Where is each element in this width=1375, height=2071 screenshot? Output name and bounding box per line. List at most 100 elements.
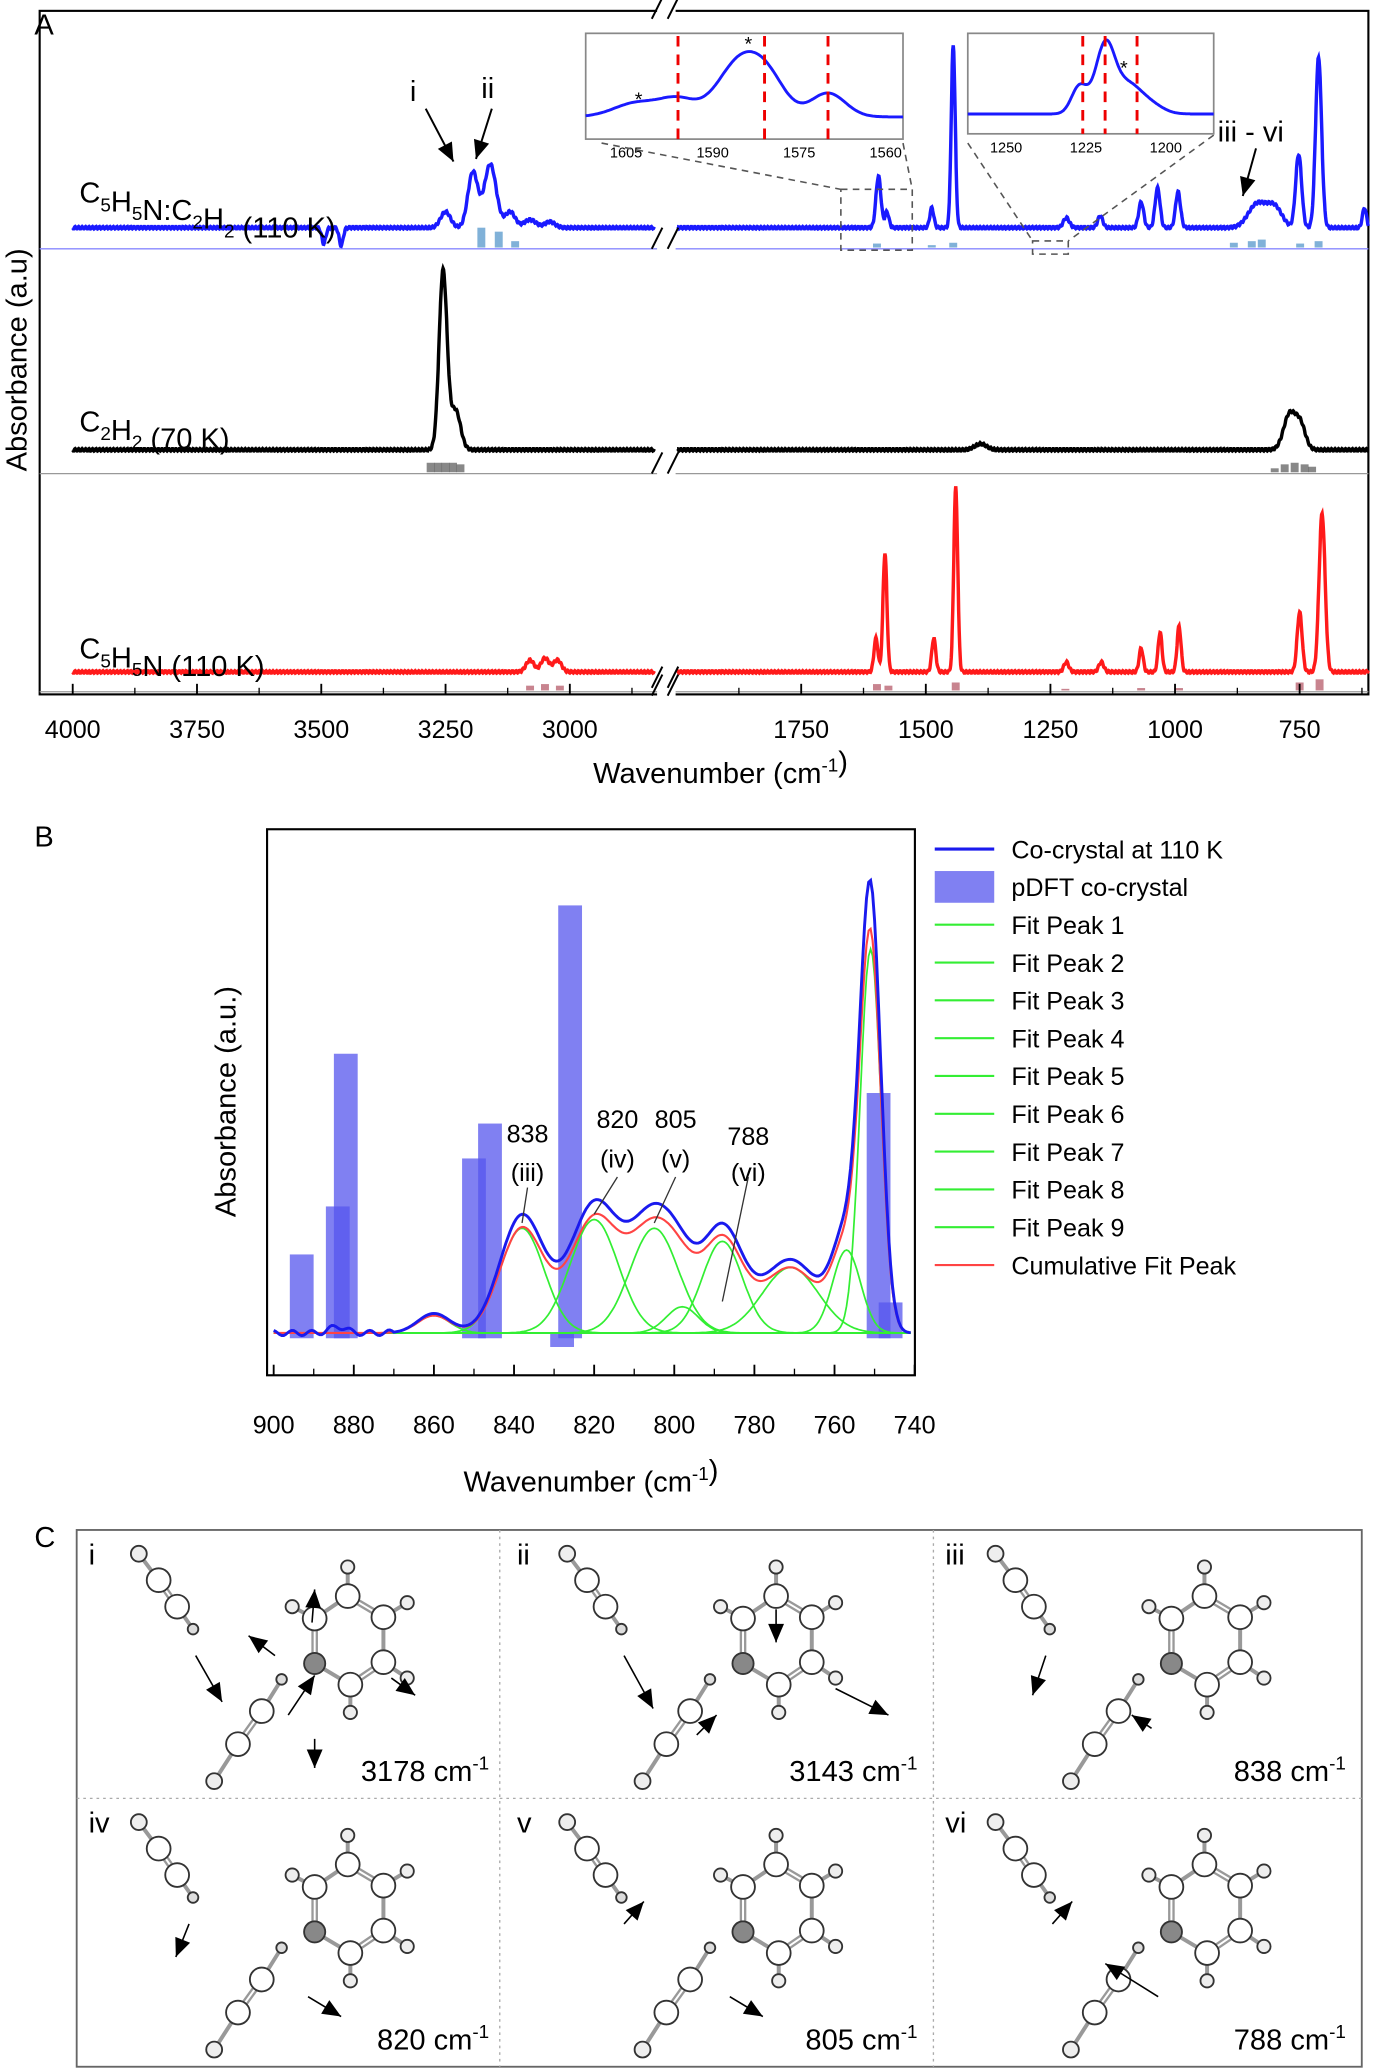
- inset-tick-label: 1225: [1070, 140, 1102, 156]
- atom: [301, 1874, 328, 1900]
- legend-entry: pDFT co-crystal: [1011, 874, 1188, 902]
- atom: [765, 1671, 792, 1698]
- axis-break-mark: [650, 0, 663, 20]
- vibrational-mode-cell-iii: iii 838 cm-1: [945, 1539, 1346, 1791]
- atom: [1081, 1999, 1108, 2026]
- peak-mode-label: (vi): [731, 1159, 766, 1187]
- arrow-icon: [1054, 1901, 1073, 1921]
- atom: [275, 1941, 288, 1954]
- series-label-cocrystal: C5H5N:C2H2 (110 K): [79, 178, 335, 245]
- axis-break-mark: [650, 452, 664, 475]
- panel-a-y-axis-title: Absorbance (a.u): [1, 248, 33, 471]
- pdft-bar: [426, 462, 435, 473]
- pdft-bar: [550, 1332, 575, 1347]
- x-tick-label: 1000: [1147, 716, 1203, 744]
- atom: [303, 1920, 327, 1944]
- star-icon: *: [744, 34, 752, 56]
- atom: [337, 1671, 364, 1698]
- atom: [1191, 1583, 1218, 1609]
- atom: [828, 1863, 844, 1879]
- vibrational-mode-cell-ii: ii 3143 cm-1: [517, 1539, 918, 1791]
- arrow-icon: [206, 1681, 223, 1702]
- atom: [205, 1772, 224, 1791]
- atom: [1062, 1772, 1080, 1791]
- atom: [1194, 1940, 1220, 1966]
- atom: [340, 1827, 356, 1843]
- atom: [248, 1966, 275, 1993]
- atom: [1021, 1593, 1047, 1620]
- atom: [592, 1593, 619, 1620]
- atom: [370, 1917, 397, 1944]
- atom: [768, 1559, 784, 1575]
- inset-tick-label: 1200: [1150, 140, 1182, 156]
- inset-tick-label: 1250: [990, 140, 1022, 156]
- spectrum-trace-0-segment-1: [676, 45, 1371, 232]
- fit-peak-8: [273, 1249, 911, 1334]
- atom: [765, 1940, 792, 1966]
- atom: [1196, 1827, 1212, 1843]
- atom: [1132, 1941, 1145, 1954]
- peak-mode-label: (v): [661, 1146, 690, 1174]
- atom: [1141, 1867, 1157, 1883]
- mode-frequency: 838 cm-1: [1234, 1754, 1346, 1789]
- panel-b-frame: [266, 828, 916, 1377]
- atom: [248, 1698, 275, 1724]
- pdft-bar: [1290, 462, 1299, 473]
- arrow-icon: [697, 1715, 717, 1734]
- atom: [284, 1867, 300, 1883]
- mode-frequency: 3143 cm-1: [789, 1754, 917, 1789]
- x-tick-label: 760: [814, 1411, 856, 1439]
- atom: [399, 1595, 415, 1611]
- pdft-bar: [289, 1254, 314, 1339]
- atom: [798, 1917, 825, 1944]
- pdft-bar: [1300, 464, 1309, 473]
- atom: [129, 1813, 148, 1832]
- pdft-bar: [541, 684, 549, 691]
- atom: [828, 1595, 844, 1611]
- atom: [1159, 1920, 1183, 1944]
- atom: [145, 1835, 172, 1862]
- atom: [633, 2040, 652, 2059]
- arrow-icon: [1240, 175, 1256, 196]
- panel-label-c: C: [34, 1522, 55, 1554]
- pdft-bar: [872, 684, 881, 691]
- atom: [334, 1851, 361, 1878]
- atom: [1256, 1938, 1272, 1954]
- atom: [342, 1973, 358, 1989]
- atom: [164, 1593, 190, 1620]
- spectrum-trace-0-segment-0: [71, 161, 656, 249]
- atom: [1191, 1851, 1218, 1878]
- arrow-icon: [437, 141, 454, 162]
- atom: [1256, 1595, 1272, 1611]
- legend-entry: Co-crystal at 110 K: [1011, 836, 1223, 864]
- annotation-ii: ii: [481, 73, 494, 105]
- spectrum-trace-1-segment-0: [71, 262, 656, 454]
- inset-tick-label: 1605: [610, 146, 642, 162]
- pdft-bar: [494, 231, 503, 248]
- atom: [1002, 1567, 1029, 1594]
- atom: [763, 1851, 789, 1878]
- axis-break-mark: [666, 0, 679, 20]
- pdft-bar: [951, 682, 960, 691]
- atom: [1158, 1605, 1185, 1632]
- cumulative-fit-curve: [273, 926, 911, 1335]
- pdft-bar: [434, 462, 443, 473]
- cocrystal-spectrum: [273, 877, 911, 1338]
- arrow-icon: [768, 1623, 785, 1643]
- fit-peak-2: [273, 1227, 911, 1334]
- annotation-i: i: [410, 76, 416, 108]
- x-tick-label: 880: [333, 1411, 375, 1439]
- atom: [986, 1813, 1005, 1832]
- mode-frequency: 3178 cm-1: [361, 1754, 489, 1789]
- arrow-icon: [1105, 1963, 1126, 1981]
- vibrational-mode-cell-iv: iv 820 cm-1: [89, 1808, 489, 2059]
- peak-value-label: 838: [507, 1121, 549, 1149]
- mode-label: ii: [517, 1539, 530, 1571]
- peak-value-label: 805: [655, 1106, 697, 1134]
- arrow-icon: [625, 1901, 644, 1921]
- atom: [1227, 1649, 1253, 1676]
- legend-entry: Fit Peak 4: [1011, 1025, 1124, 1053]
- panel-b-y-axis-title: Absorbance (a.u.): [210, 986, 242, 1217]
- series-label-acetylene: C2H2 (70 K): [79, 406, 229, 455]
- atom: [653, 1999, 680, 2026]
